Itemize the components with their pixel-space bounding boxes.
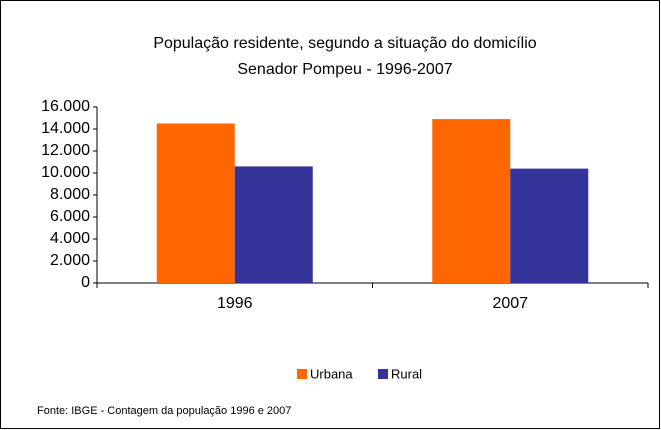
y-tick-label: 4.000 [50, 230, 90, 247]
bar [156, 123, 235, 283]
legend-label: Rural [391, 366, 422, 381]
bar [510, 168, 589, 283]
x-tick-label: 1996 [217, 295, 253, 312]
y-tick-label: 6.000 [50, 208, 90, 225]
y-tick-label: 14.000 [41, 120, 90, 137]
chart-title: População residente, segundo a situação … [153, 35, 536, 52]
chart-subtitle: Senador Pompeu - 1996-2007 [237, 61, 452, 78]
y-tick-label: 10.000 [41, 164, 90, 181]
y-tick-label: 12.000 [41, 142, 90, 159]
x-tick-label: 2007 [492, 295, 528, 312]
legend-label: Urbana [310, 366, 353, 381]
source-note: Fonte: IBGE - Contagem da população 1996… [37, 405, 291, 417]
bar [432, 119, 511, 283]
y-tick-label: 8.000 [50, 186, 90, 203]
y-tick-label: 0 [81, 274, 90, 291]
legend-swatch [297, 369, 307, 379]
y-tick-label: 2.000 [50, 252, 90, 269]
y-tick-label: 16.000 [41, 98, 90, 115]
bar [234, 166, 313, 283]
legend-swatch [378, 369, 388, 379]
